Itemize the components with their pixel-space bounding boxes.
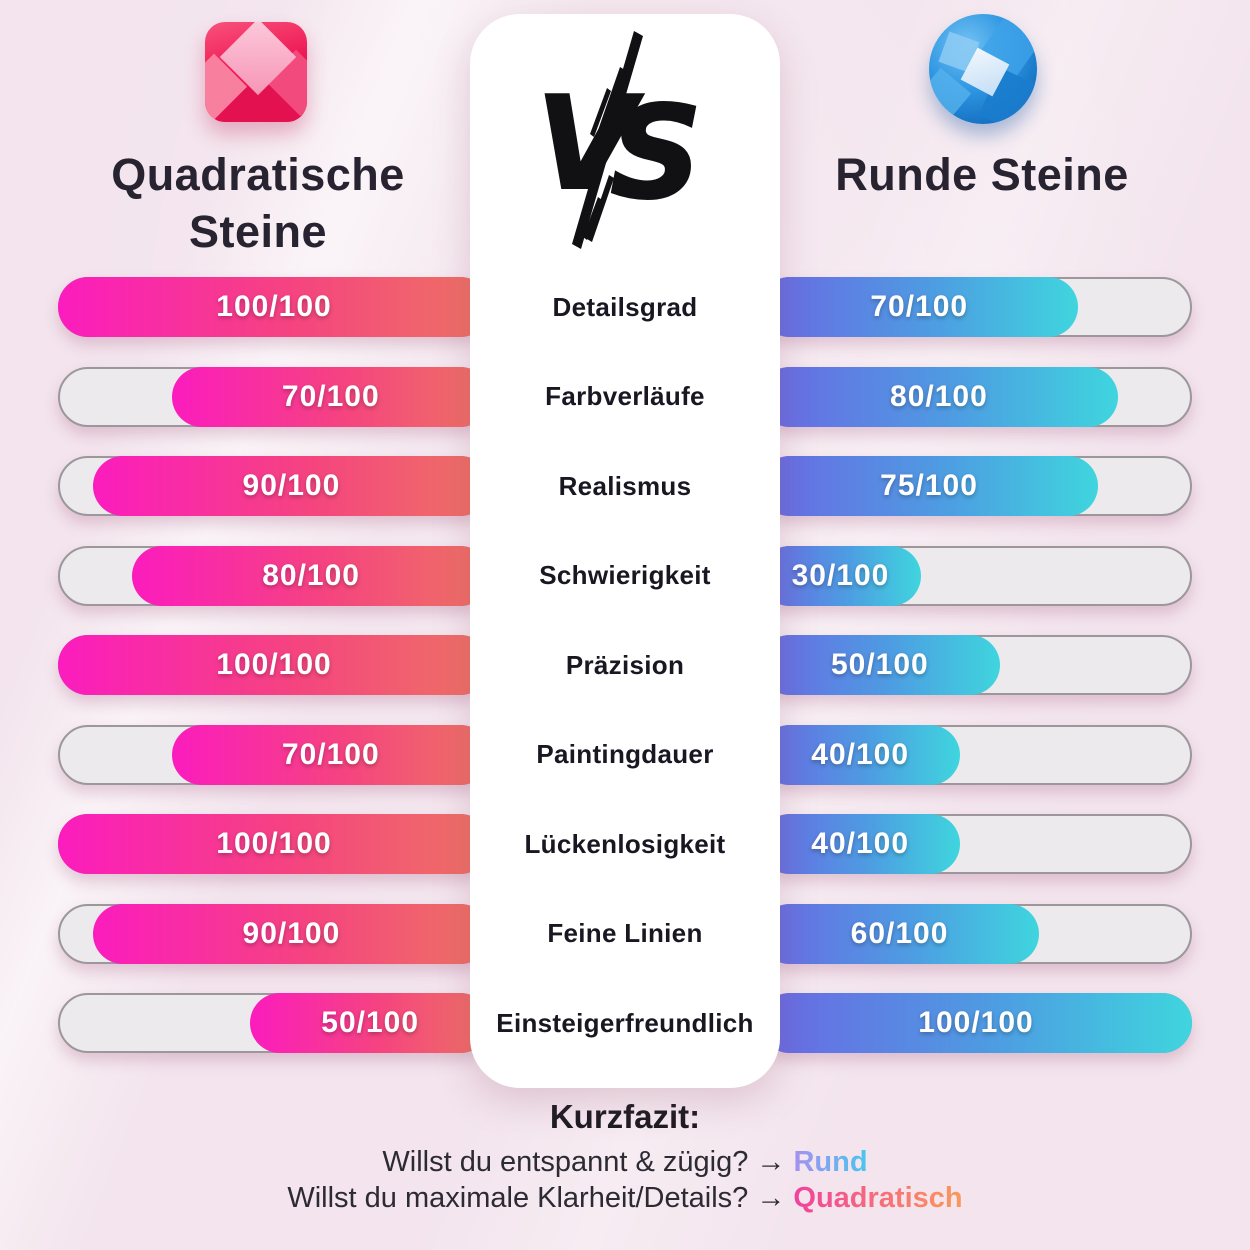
- footer-line-1: Willst du entspannt & zügig? → Rund: [0, 1144, 1250, 1180]
- right-bar-score: 80/100: [890, 379, 988, 413]
- left-bar-score: 90/100: [242, 469, 341, 502]
- left-bar-score: 70/100: [281, 379, 380, 413]
- right-bar-score: 30/100: [791, 558, 890, 592]
- category-label: Realismus: [558, 470, 692, 501]
- left-bar-score: 50/100: [321, 1006, 420, 1039]
- right-bar-track: 70/100: [760, 277, 1192, 337]
- right-bar-score: 60/100: [850, 916, 949, 950]
- left-bar-fill: 70/100: [171, 366, 490, 427]
- right-bar-track: 80/100: [760, 366, 1192, 427]
- category-label: Paintingdauer: [536, 739, 714, 769]
- footer: Kurzfazit: Willst du entspannt & zügig? …: [0, 1098, 1250, 1216]
- footer-line-2-text: Willst du maximale Klarheit/Details? →: [287, 1182, 786, 1214]
- left-bar-fill: 80/100: [132, 545, 490, 606]
- left-bar-track: 90/100: [58, 903, 490, 964]
- left-bar-track: 80/100: [58, 545, 490, 606]
- right-bar-fill: 30/100: [760, 545, 921, 606]
- left-bar-fill: 90/100: [92, 903, 490, 964]
- comparison-row: 100/100 Lückenlosigkeit 40/100: [0, 814, 1250, 874]
- left-bar-score: 80/100: [262, 558, 360, 592]
- left-bar-score: 70/100: [281, 737, 380, 771]
- left-column-title: Quadratische Steine: [111, 149, 405, 257]
- comparison-row: 50/100 Einsteigerfreundlich 100/100: [0, 993, 1250, 1053]
- comparison-row: 90/100 Feine Linien 60/100: [0, 903, 1250, 964]
- right-bar-track: 50/100: [760, 635, 1192, 695]
- left-bar-score: 100/100: [216, 290, 332, 323]
- left-bar-fill: 100/100: [58, 635, 490, 695]
- left-bar-track: 50/100: [58, 993, 490, 1053]
- right-bar-score: 100/100: [918, 1006, 1034, 1039]
- comparison-row: 100/100 Präzision 50/100: [0, 635, 1250, 695]
- left-bar-score: 100/100: [216, 648, 332, 681]
- footer-heading: Kurzfazit:: [549, 1098, 701, 1135]
- left-bar-track: 70/100: [58, 724, 490, 785]
- right-bar-track: 40/100: [760, 814, 1192, 874]
- left-bar-fill: 100/100: [58, 814, 490, 874]
- left-bar-score: 100/100: [216, 827, 332, 860]
- vs-badge-icon: V S: [540, 31, 703, 249]
- right-bar-fill: 40/100: [760, 724, 961, 785]
- right-bar-score: 40/100: [811, 827, 910, 860]
- right-bar-score: 50/100: [830, 648, 929, 681]
- left-bar-track: 100/100: [58, 635, 490, 695]
- right-bar-fill: 70/100: [760, 277, 1079, 337]
- footer-highlight-rund: Rund: [793, 1146, 868, 1178]
- right-bar-score: 70/100: [870, 290, 969, 323]
- left-bar-fill: 90/100: [92, 456, 490, 516]
- round-gem-icon: [929, 14, 1037, 124]
- right-bar-fill: 100/100: [760, 993, 1192, 1053]
- comparison-row: 90/100 Realismus 75/100: [0, 456, 1250, 516]
- right-bar-fill: 50/100: [760, 635, 1000, 695]
- left-bar-track: 70/100: [58, 366, 490, 427]
- category-label: Feine Linien: [547, 918, 703, 948]
- right-bar-track: 30/100: [760, 545, 1192, 606]
- footer-line-2: Willst du maximale Klarheit/Details? → Q…: [0, 1180, 1250, 1216]
- right-bar-fill: 75/100: [760, 456, 1099, 516]
- left-bar-track: 90/100: [58, 456, 490, 516]
- footer-line-1-text: Willst du entspannt & zügig? →: [382, 1146, 786, 1178]
- right-bar-fill: 60/100: [760, 903, 1040, 964]
- comparison-row: 100/100 Detailsgrad 70/100: [0, 277, 1250, 337]
- comparison-row: 80/100 Schwierigkeit 30/100: [0, 545, 1250, 606]
- footer-highlight-quadratisch: Quadratisch: [793, 1182, 963, 1214]
- left-bar-fill: 100/100: [58, 277, 490, 337]
- category-label: Präzision: [565, 649, 685, 680]
- left-bar-fill: 70/100: [171, 724, 490, 785]
- comparison-row: 70/100 Paintingdauer 40/100: [0, 724, 1250, 785]
- right-column-title: Runde Steine: [835, 149, 1129, 200]
- category-label: Detailsgrad: [552, 291, 698, 322]
- right-bar-fill: 40/100: [760, 814, 961, 874]
- right-bar-track: 60/100: [760, 903, 1192, 964]
- category-label: Lückenlosigkeit: [524, 828, 726, 859]
- right-bar-score: 40/100: [811, 737, 910, 771]
- category-label: Farbverläufe: [545, 381, 705, 411]
- right-bar-track: 40/100: [760, 724, 1192, 785]
- left-bar-score: 90/100: [242, 916, 341, 950]
- right-bar-score: 75/100: [880, 469, 978, 502]
- category-label: Einsteigerfreundlich: [496, 1007, 754, 1038]
- left-bar-track: 100/100: [58, 814, 490, 874]
- right-bar-fill: 80/100: [760, 366, 1118, 427]
- right-bar-track: 75/100: [760, 456, 1192, 516]
- category-label: Schwierigkeit: [539, 560, 711, 590]
- left-bar-track: 100/100: [58, 277, 490, 337]
- right-bar-track: 100/100: [760, 993, 1192, 1053]
- left-bar-fill: 50/100: [250, 993, 490, 1053]
- comparison-row: 70/100 Farbverläufe 80/100: [0, 366, 1250, 427]
- square-gem-icon: [205, 22, 307, 122]
